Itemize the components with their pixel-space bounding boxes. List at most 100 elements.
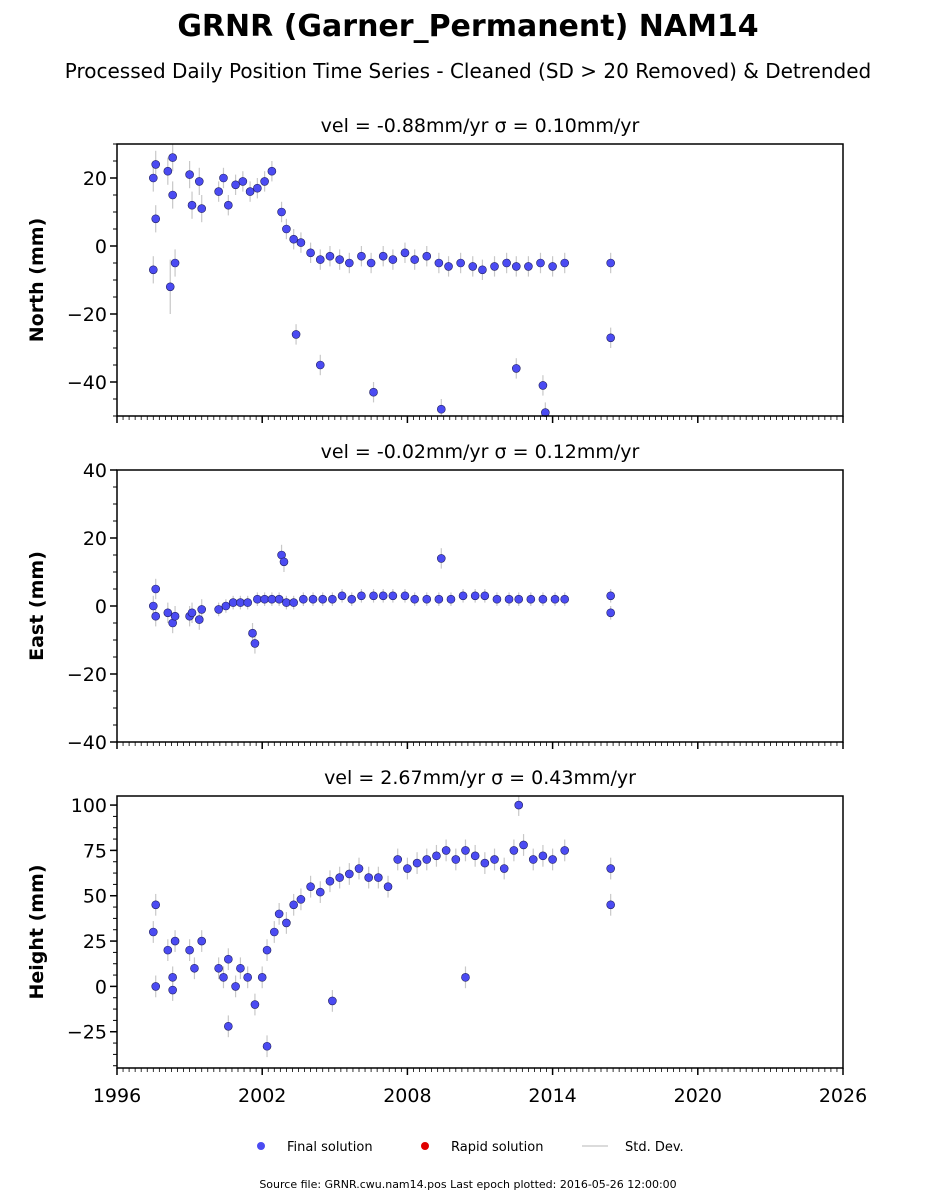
data-point bbox=[388, 591, 398, 601]
legend-rapid-marker bbox=[421, 1142, 429, 1150]
data-point bbox=[461, 846, 470, 855]
y-tick-label: −40 bbox=[67, 732, 107, 754]
data-point bbox=[511, 364, 521, 373]
legend-final-label: Final solution bbox=[287, 1140, 373, 1155]
data-point bbox=[369, 387, 378, 397]
x-tick-label: 2026 bbox=[819, 1085, 867, 1107]
data-point bbox=[422, 251, 432, 261]
x-tick-label: 1996 bbox=[93, 1085, 141, 1107]
data-point bbox=[470, 591, 480, 601]
data-point bbox=[165, 282, 175, 292]
data-point bbox=[441, 846, 451, 855]
y-tick-label: 20 bbox=[83, 168, 107, 190]
data-point bbox=[149, 265, 158, 275]
data-point bbox=[458, 591, 468, 601]
data-point bbox=[170, 258, 180, 268]
data-point bbox=[514, 594, 524, 604]
data-point bbox=[480, 591, 490, 601]
data-point bbox=[393, 855, 403, 864]
data-point bbox=[378, 591, 388, 601]
legend-stddev-label: Std. Dev. bbox=[625, 1140, 684, 1155]
data-point bbox=[335, 255, 344, 264]
y-tick-label: −25 bbox=[67, 1022, 107, 1044]
east-data-points bbox=[149, 550, 615, 648]
data-point bbox=[187, 200, 197, 210]
data-point bbox=[236, 598, 245, 607]
data-point bbox=[282, 918, 291, 928]
data-point bbox=[262, 1041, 272, 1051]
data-point bbox=[400, 248, 410, 258]
east-panel-title: vel = -0.02mm/yr σ = 0.12mm/yr bbox=[321, 441, 640, 463]
north-error-bars bbox=[152, 144, 612, 416]
data-point bbox=[214, 605, 223, 614]
data-point bbox=[446, 594, 456, 604]
data-point bbox=[538, 381, 548, 390]
data-point bbox=[185, 945, 194, 955]
data-point bbox=[526, 594, 536, 604]
data-point bbox=[548, 262, 557, 271]
data-point bbox=[151, 982, 161, 991]
data-point bbox=[224, 954, 233, 964]
data-point bbox=[238, 177, 248, 186]
data-point bbox=[444, 262, 453, 271]
figure-title: GRNR (Garner_Permanent) NAM14 bbox=[177, 9, 758, 44]
data-point bbox=[315, 255, 325, 264]
data-point bbox=[197, 204, 206, 213]
data-point bbox=[277, 207, 286, 217]
north-data-points bbox=[149, 153, 615, 417]
data-point bbox=[357, 591, 366, 601]
data-point bbox=[412, 858, 422, 868]
data-point bbox=[306, 882, 315, 891]
data-point bbox=[480, 858, 490, 868]
data-point bbox=[151, 584, 161, 594]
data-point bbox=[194, 177, 204, 186]
data-point bbox=[190, 963, 199, 973]
data-point bbox=[366, 258, 376, 268]
height-panel-title: vel = 2.67mm/yr σ = 0.43mm/yr bbox=[324, 767, 636, 789]
legend: Final solution Rapid solution Std. Dev. bbox=[257, 1140, 684, 1155]
y-tick-label: 50 bbox=[83, 886, 107, 908]
data-point bbox=[345, 258, 354, 268]
data-point bbox=[347, 594, 357, 604]
data-point bbox=[468, 262, 478, 271]
data-point bbox=[250, 639, 260, 648]
y-tick-label: −40 bbox=[67, 372, 107, 394]
data-point bbox=[403, 864, 412, 873]
north-axes-frame bbox=[116, 143, 844, 417]
data-point bbox=[502, 258, 511, 268]
data-point bbox=[253, 594, 262, 604]
data-point bbox=[511, 262, 521, 271]
data-point bbox=[536, 258, 545, 268]
data-point bbox=[550, 594, 560, 604]
data-point bbox=[422, 855, 432, 864]
data-point bbox=[168, 153, 177, 162]
data-point bbox=[490, 855, 499, 864]
data-point bbox=[214, 963, 223, 973]
data-point bbox=[499, 864, 509, 873]
data-point bbox=[434, 594, 444, 604]
data-point bbox=[149, 173, 158, 183]
data-point bbox=[243, 598, 252, 607]
data-point bbox=[456, 258, 465, 268]
data-point bbox=[257, 973, 267, 982]
data-point bbox=[606, 333, 615, 343]
data-point bbox=[250, 1000, 260, 1009]
data-point bbox=[364, 873, 373, 882]
data-point bbox=[168, 190, 177, 200]
data-point bbox=[514, 800, 524, 810]
data-point bbox=[504, 594, 514, 604]
data-point bbox=[306, 248, 315, 258]
data-point bbox=[253, 183, 262, 193]
data-point bbox=[606, 900, 615, 910]
data-point bbox=[410, 255, 419, 264]
chart-east: vel = -0.02mm/yr σ = 0.12mm/yr East (mm) 4… bbox=[26, 441, 844, 754]
data-point bbox=[151, 160, 161, 169]
data-point bbox=[436, 404, 446, 414]
y-tick-label: 20 bbox=[83, 528, 107, 550]
data-point bbox=[262, 945, 272, 955]
data-point bbox=[369, 591, 378, 601]
data-point bbox=[228, 598, 238, 607]
data-point bbox=[149, 601, 158, 611]
data-point bbox=[383, 882, 393, 891]
data-point bbox=[374, 873, 383, 882]
